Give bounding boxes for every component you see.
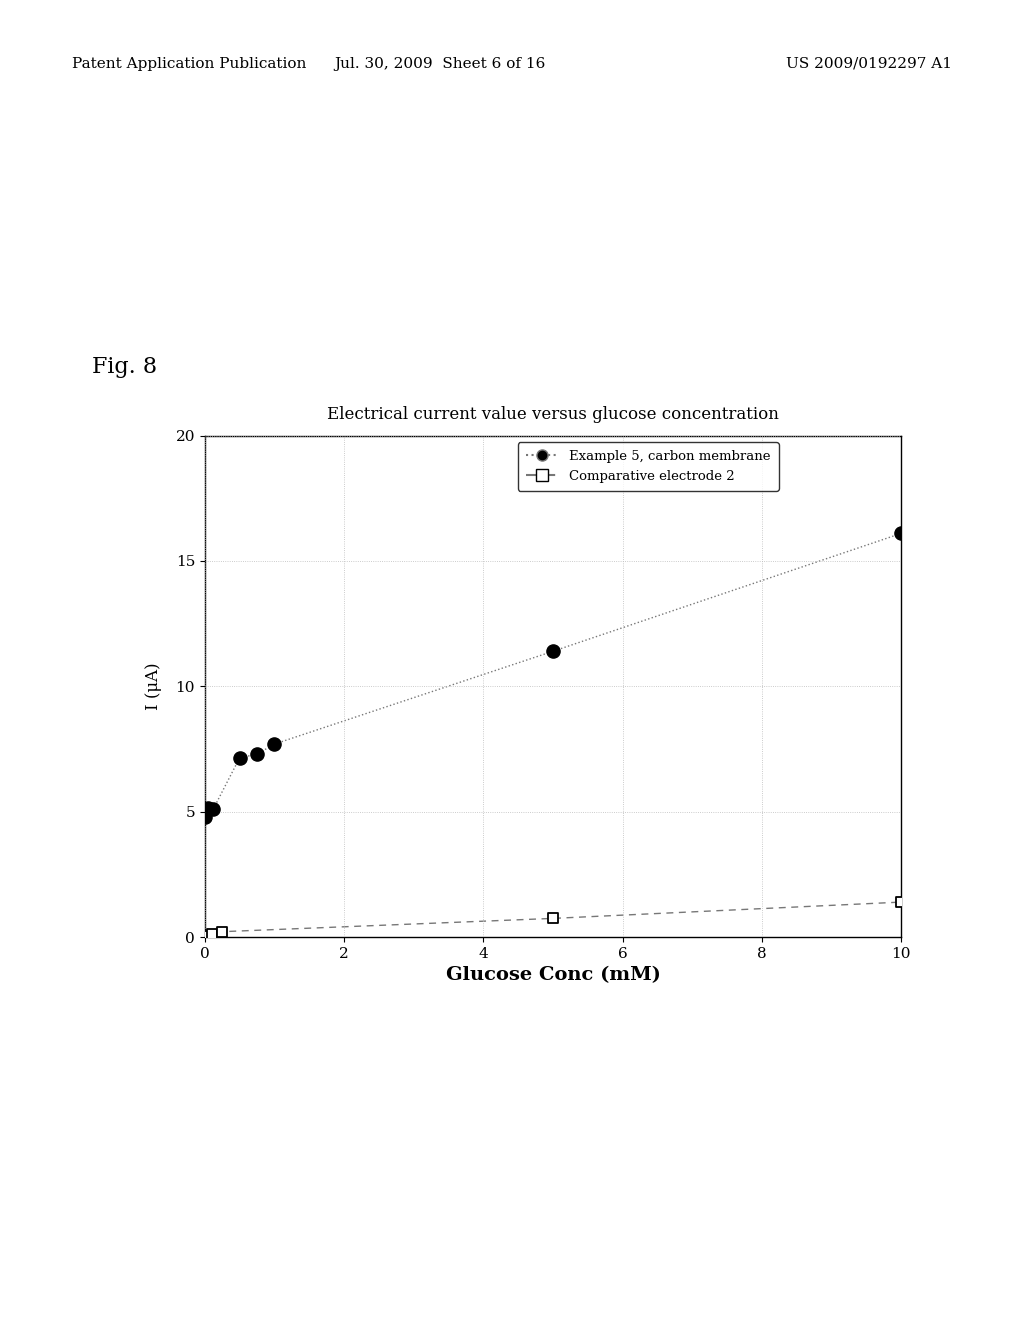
Point xyxy=(204,924,220,945)
Point xyxy=(893,891,909,912)
Text: US 2009/0192297 A1: US 2009/0192297 A1 xyxy=(786,57,952,71)
Point xyxy=(214,921,230,942)
Text: Fig. 8: Fig. 8 xyxy=(92,356,158,379)
Point xyxy=(231,747,248,768)
Point xyxy=(266,734,283,755)
X-axis label: Glucose Conc (mM): Glucose Conc (mM) xyxy=(445,966,660,985)
Point xyxy=(200,797,216,818)
Legend: Example 5, carbon membrane, Comparative electrode 2: Example 5, carbon membrane, Comparative … xyxy=(518,442,778,491)
Point xyxy=(893,523,909,544)
Text: Jul. 30, 2009  Sheet 6 of 16: Jul. 30, 2009 Sheet 6 of 16 xyxy=(335,57,546,71)
Y-axis label: I (μA): I (μA) xyxy=(144,663,162,710)
Point xyxy=(545,640,561,661)
Text: Patent Application Publication: Patent Application Publication xyxy=(72,57,306,71)
Point xyxy=(545,908,561,929)
Point xyxy=(205,799,221,820)
Title: Electrical current value versus glucose concentration: Electrical current value versus glucose … xyxy=(327,407,779,422)
Point xyxy=(197,925,213,946)
Point xyxy=(197,807,213,828)
Point xyxy=(249,743,265,764)
